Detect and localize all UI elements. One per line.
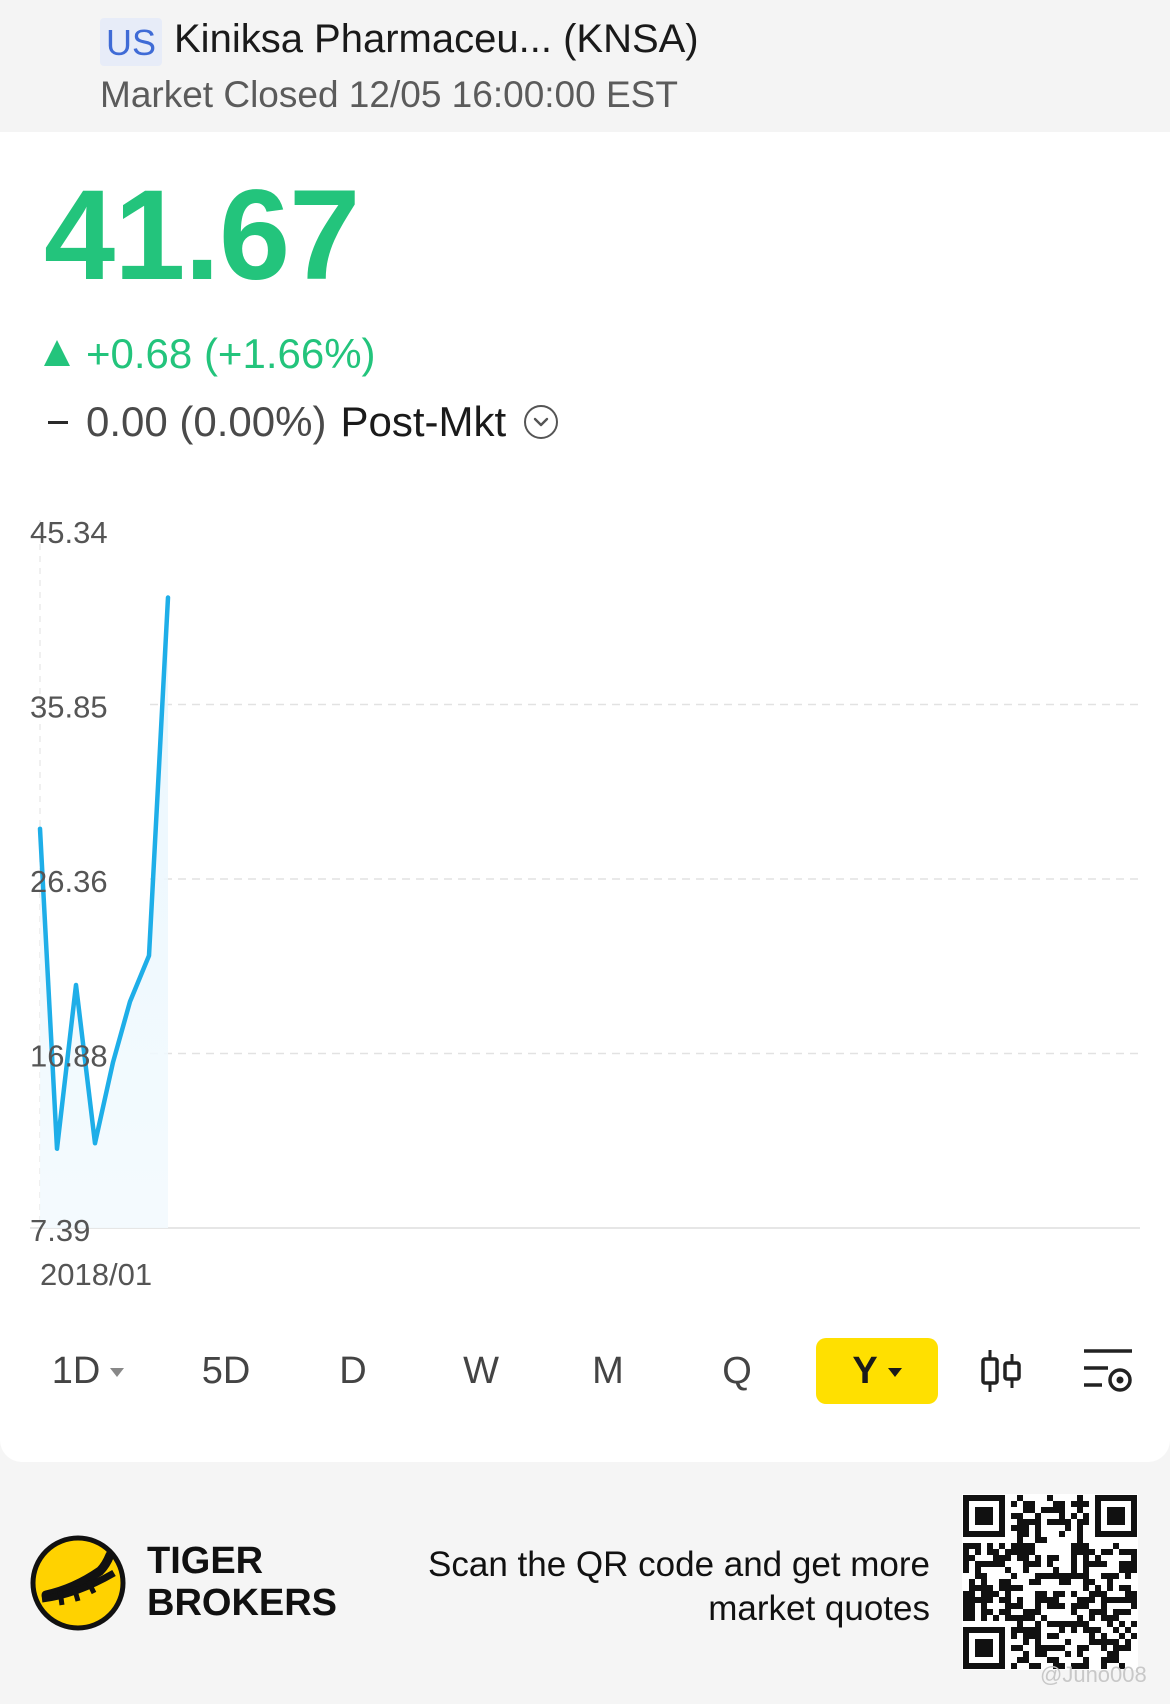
qr-finder-pattern xyxy=(1095,1495,1137,1537)
tab-y[interactable]: Y xyxy=(816,1338,938,1404)
promo-line-1: Scan the QR code and get more xyxy=(428,1545,930,1584)
brand-name: TIGER BROKERS xyxy=(147,1540,337,1624)
chevron-down-icon[interactable] xyxy=(524,405,559,439)
tab-m[interactable]: M xyxy=(573,1338,643,1404)
tab-q[interactable]: Q xyxy=(702,1338,772,1404)
y-tick-label: 26.36 xyxy=(30,864,108,899)
qr-finder-pattern xyxy=(963,1495,1005,1537)
tab-y-label: Y xyxy=(852,1350,878,1392)
stock-name[interactable]: Kiniksa Pharmaceu... (KNSA) xyxy=(174,17,699,61)
market-status: Market Closed 12/05 16:00:00 EST xyxy=(100,74,678,115)
watermark: @Juno008 xyxy=(1040,1662,1147,1687)
flat-dash-icon xyxy=(48,420,68,424)
price-area xyxy=(40,597,168,1228)
tab-w-label: W xyxy=(463,1350,499,1392)
post-market-label: Post-Mkt xyxy=(340,398,507,445)
last-price: 41.67 xyxy=(44,164,360,307)
y-tick-label: 35.85 xyxy=(30,690,108,725)
promo-line-2: market quotes xyxy=(708,1589,930,1628)
qr-code[interactable] xyxy=(962,1494,1138,1670)
promo-text: Scan the QR code and get more market quo… xyxy=(380,1543,930,1631)
post-market-value: 0.00 (0.00%) xyxy=(86,398,327,445)
quote-card xyxy=(0,132,1170,1462)
price-change: +0.68 (+1.66%) xyxy=(44,328,376,380)
price-chart[interactable]: 45.34 35.85 26.36 16.88 7.39 2018/01 xyxy=(0,500,1170,1300)
tab-d-label: D xyxy=(339,1350,367,1392)
brand-line-1: TIGER xyxy=(147,1540,264,1582)
tab-m-label: M xyxy=(592,1350,624,1392)
market-badge: US xyxy=(100,18,163,66)
up-arrow-icon xyxy=(44,340,70,366)
y-tick-label: 45.34 xyxy=(30,515,108,550)
x-tick-label: 2018/01 xyxy=(40,1257,152,1292)
tab-1d-label: 1D xyxy=(51,1350,101,1392)
caret-down-icon xyxy=(887,1368,902,1377)
candlestick-icon[interactable] xyxy=(978,1346,1024,1396)
tab-1d[interactable]: 1D xyxy=(38,1338,138,1404)
qr-modules xyxy=(963,1495,1137,1669)
tiger-logo xyxy=(30,1535,126,1631)
tab-5d-label: 5D xyxy=(201,1350,251,1392)
price-line xyxy=(37,595,171,1151)
tab-5d[interactable]: 5D xyxy=(186,1338,266,1404)
quote-header: US Kiniksa Pharmaceu... (KNSA) Market Cl… xyxy=(0,0,1170,132)
tab-d[interactable]: D xyxy=(318,1338,388,1404)
qr-finder-pattern xyxy=(963,1627,1005,1669)
y-tick-label: 7.39 xyxy=(30,1213,90,1248)
caret-down-icon xyxy=(110,1368,125,1377)
price-change-value: +0.68 (+1.66%) xyxy=(86,330,376,377)
indicator-settings-icon[interactable] xyxy=(1082,1346,1134,1396)
period-tabbar: 1D 5D D W M Q Y xyxy=(0,1338,1170,1410)
y-tick-label: 16.88 xyxy=(30,1039,108,1074)
tab-w[interactable]: W xyxy=(446,1338,516,1404)
tab-q-label: Q xyxy=(722,1350,752,1392)
post-market-row[interactable]: 0.00 (0.00%) Post-Mkt xyxy=(44,396,559,448)
brand-line-2: BROKERS xyxy=(147,1582,338,1624)
